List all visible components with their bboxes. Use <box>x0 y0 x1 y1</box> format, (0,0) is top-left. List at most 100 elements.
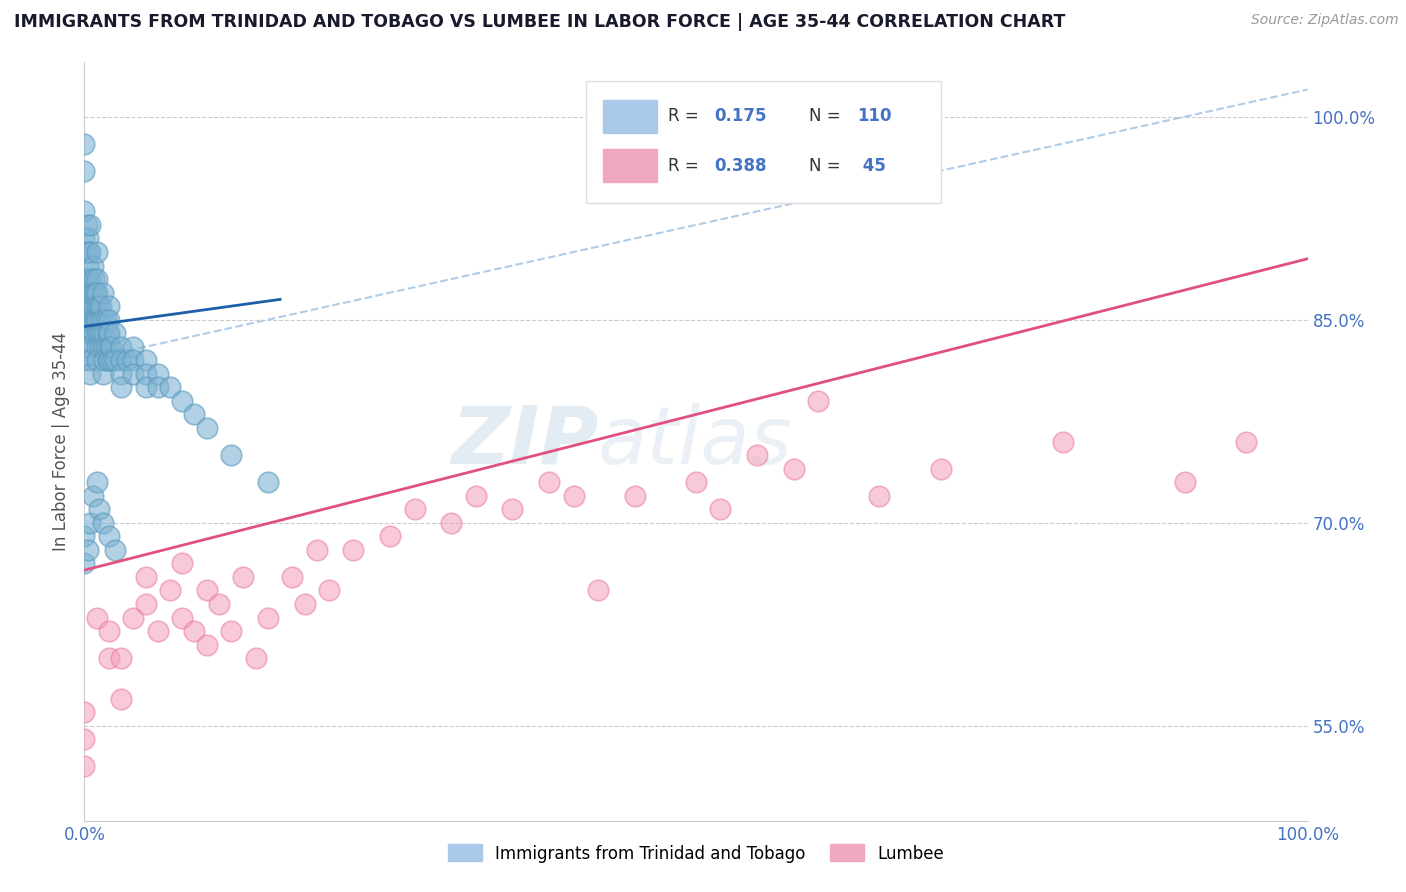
Point <box>91 340 114 354</box>
Point <box>219 624 242 639</box>
Text: R =: R = <box>668 107 704 125</box>
Point <box>79 516 101 530</box>
Point <box>135 597 157 611</box>
Point <box>135 353 157 368</box>
Point <box>82 285 104 300</box>
Point <box>110 367 132 381</box>
Point <box>624 489 647 503</box>
Point <box>86 272 108 286</box>
Point <box>86 244 108 259</box>
Point <box>232 570 254 584</box>
Point <box>93 326 115 341</box>
Point <box>89 312 111 326</box>
Point <box>96 312 118 326</box>
Point <box>91 516 114 530</box>
Point <box>97 326 120 341</box>
Point <box>709 502 731 516</box>
Point <box>305 542 328 557</box>
Point <box>318 583 340 598</box>
Point <box>91 285 114 300</box>
FancyBboxPatch shape <box>603 149 657 182</box>
Point <box>91 367 114 381</box>
Point <box>73 272 96 286</box>
Point <box>84 312 107 326</box>
Point <box>195 421 218 435</box>
Point <box>281 570 304 584</box>
Point <box>172 557 194 571</box>
Point <box>77 244 100 259</box>
Point <box>97 312 120 326</box>
Point <box>86 285 108 300</box>
Point <box>1236 434 1258 449</box>
Point <box>73 312 96 326</box>
Point <box>257 475 280 490</box>
Point <box>100 340 122 354</box>
Point <box>79 299 101 313</box>
Point <box>146 380 169 394</box>
Point <box>79 285 101 300</box>
Point <box>73 529 96 543</box>
FancyBboxPatch shape <box>586 81 941 202</box>
Point <box>807 393 830 408</box>
Point <box>159 380 181 394</box>
Point <box>294 597 316 611</box>
Point <box>122 340 145 354</box>
Point <box>110 340 132 354</box>
Point <box>146 367 169 381</box>
Point <box>195 583 218 598</box>
Point <box>104 542 127 557</box>
Point <box>685 475 707 490</box>
Point <box>77 231 100 245</box>
Point <box>86 299 108 313</box>
Point <box>219 448 242 462</box>
Point <box>79 326 101 341</box>
Point <box>79 340 101 354</box>
Legend: Immigrants from Trinidad and Tobago, Lumbee: Immigrants from Trinidad and Tobago, Lum… <box>441 838 950 869</box>
Point <box>101 353 124 368</box>
Point <box>73 759 96 773</box>
Point <box>783 461 806 475</box>
Y-axis label: In Labor Force | Age 35-44: In Labor Force | Age 35-44 <box>52 332 70 551</box>
Point <box>83 326 105 341</box>
Text: R =: R = <box>668 157 704 176</box>
Point <box>91 312 114 326</box>
Point <box>90 299 112 313</box>
Point <box>110 651 132 665</box>
Point <box>208 597 231 611</box>
Point <box>97 529 120 543</box>
Point <box>77 542 100 557</box>
Point <box>747 448 769 462</box>
Point <box>79 312 101 326</box>
Point <box>83 272 105 286</box>
Point <box>84 285 107 300</box>
Text: 0.175: 0.175 <box>714 107 766 125</box>
Point <box>464 489 486 503</box>
Point <box>77 312 100 326</box>
Point <box>86 353 108 368</box>
Point <box>110 380 132 394</box>
Point <box>404 502 426 516</box>
Point <box>97 299 120 313</box>
Point <box>73 285 96 300</box>
Point <box>87 299 110 313</box>
Text: IMMIGRANTS FROM TRINIDAD AND TOBAGO VS LUMBEE IN LABOR FORCE | AGE 35-44 CORRELA: IMMIGRANTS FROM TRINIDAD AND TOBAGO VS L… <box>14 13 1066 31</box>
Point <box>86 312 108 326</box>
Point <box>115 353 138 368</box>
Point <box>73 136 96 151</box>
Point <box>79 367 101 381</box>
Point <box>76 272 98 286</box>
Point <box>97 340 120 354</box>
Point <box>562 489 585 503</box>
Point <box>73 326 96 341</box>
Text: N =: N = <box>808 107 845 125</box>
Point <box>73 231 96 245</box>
Point <box>135 570 157 584</box>
Point <box>89 340 111 354</box>
Point <box>86 340 108 354</box>
Point <box>73 163 96 178</box>
Point <box>73 340 96 354</box>
Point <box>73 204 96 219</box>
Point <box>122 353 145 368</box>
Point <box>82 489 104 503</box>
Point <box>73 299 96 313</box>
